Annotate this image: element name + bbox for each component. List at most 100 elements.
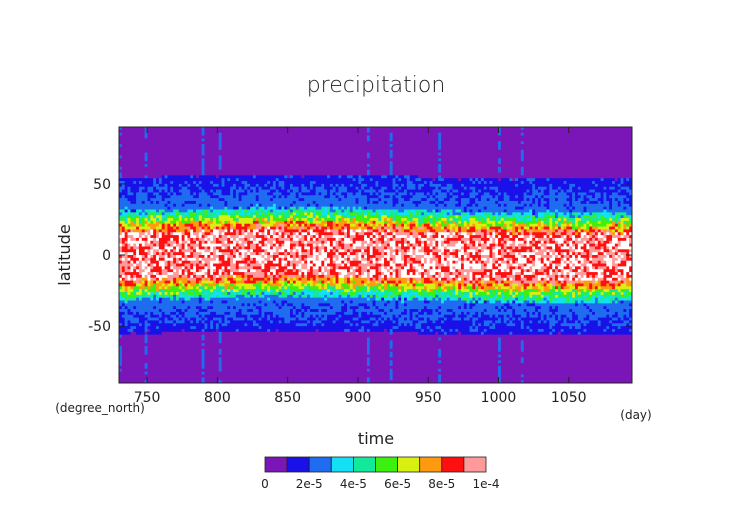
heatmap-cell (267, 189, 271, 193)
heatmap-cell (184, 314, 188, 318)
heatmap-cell (204, 132, 208, 136)
heatmap-cell (213, 198, 217, 202)
heatmap-cell (235, 323, 240, 327)
heatmap-cell (241, 272, 245, 276)
heatmap-cell (124, 249, 128, 253)
heatmap-cell (133, 223, 137, 227)
heatmap-cell (264, 314, 268, 318)
heatmap-cell (141, 161, 146, 165)
heatmap-cell (138, 195, 143, 199)
heatmap-cell (190, 272, 194, 276)
heatmap-cell (184, 235, 188, 239)
heatmap-cell (204, 127, 208, 131)
heatmap-cell (187, 289, 191, 293)
heatmap-cell (127, 172, 131, 176)
heatmap-cell (156, 300, 160, 304)
heatmap-cell (207, 323, 211, 327)
heatmap-cell (190, 132, 194, 136)
heatmap-cell (138, 212, 143, 216)
heatmap-cell (267, 269, 271, 273)
heatmap-cell (204, 274, 208, 279)
heatmap-cell (150, 220, 154, 225)
heatmap-cell (227, 309, 231, 313)
heatmap-cell (127, 309, 131, 313)
heatmap-cell (158, 340, 163, 344)
heatmap-cell (158, 232, 163, 236)
heatmap-cell (136, 240, 140, 245)
heatmap-cell (195, 368, 200, 373)
heatmap-cell (255, 306, 260, 310)
heatmap-cell (238, 274, 242, 279)
heatmap-cell (255, 129, 260, 134)
heatmap-cell (138, 175, 143, 179)
heatmap-cell (250, 294, 254, 299)
heatmap-cell (164, 311, 168, 316)
heatmap-cell (258, 317, 262, 321)
heatmap-cell (261, 317, 265, 321)
heatmap-cell (207, 289, 211, 293)
heatmap-cell (267, 277, 271, 281)
heatmap-cell (210, 377, 214, 381)
heatmap-cell (167, 161, 171, 165)
heatmap-cell (213, 260, 217, 264)
heatmap-cell (193, 303, 197, 307)
heatmap-cell (164, 163, 168, 168)
heatmap-cell (190, 146, 194, 151)
heatmap-cell (218, 377, 222, 381)
heatmap-cell (267, 243, 271, 247)
heatmap-cell (190, 141, 194, 145)
heatmap-cell (247, 192, 251, 196)
heatmap-cell (261, 309, 265, 313)
heatmap-cell (264, 229, 268, 233)
heatmap-cell (127, 181, 131, 185)
heatmap-cell (181, 291, 185, 296)
heatmap-cell (150, 249, 154, 253)
heatmap-cell (235, 360, 240, 364)
heatmap-cell (258, 172, 262, 176)
heatmap-cell (181, 181, 185, 185)
heatmap-cell (270, 328, 274, 333)
heatmap-cell (147, 272, 151, 276)
heatmap-cell (215, 363, 220, 367)
heatmap-cell (207, 380, 211, 384)
heatmap-cell (221, 289, 225, 293)
heatmap-cell (250, 186, 254, 190)
heatmap-cell (184, 280, 188, 284)
heatmap-cell (119, 354, 123, 358)
heatmap-cell (258, 323, 262, 327)
heatmap-cell (255, 246, 260, 250)
heatmap-cell (156, 215, 160, 219)
heatmap-cell (227, 220, 231, 225)
heatmap-cell (144, 337, 148, 341)
heatmap-cell (233, 146, 237, 151)
heatmap-cell (190, 200, 194, 205)
heatmap-cell (158, 272, 163, 276)
heatmap-cell (258, 152, 262, 156)
heatmap-cell (133, 237, 137, 242)
heatmap-cell (207, 186, 211, 190)
heatmap-cell (127, 132, 131, 136)
heatmap-cell (195, 371, 200, 375)
heatmap-cell (270, 195, 274, 199)
heatmap-cell (133, 249, 137, 253)
heatmap-cell (187, 357, 191, 361)
heatmap-cell (130, 240, 134, 245)
heatmap-cell (252, 132, 257, 136)
heatmap-cell (130, 365, 134, 370)
heatmap-cell (275, 146, 279, 151)
heatmap-cell (270, 178, 274, 182)
heatmap-cell (213, 186, 217, 190)
heatmap-cell (210, 226, 214, 230)
heatmap-cell (272, 272, 277, 276)
heatmap-cell (176, 263, 180, 267)
heatmap-cell (195, 226, 200, 230)
heatmap-cell (161, 240, 165, 245)
heatmap-cell (213, 169, 217, 173)
heatmap-cell (144, 286, 148, 290)
heatmap-cell (247, 306, 251, 310)
heatmap-cell (144, 266, 148, 270)
heatmap-cell (198, 175, 203, 179)
heatmap-cell (181, 200, 185, 205)
heatmap-cell (221, 294, 225, 299)
heatmap-cell (241, 195, 245, 199)
